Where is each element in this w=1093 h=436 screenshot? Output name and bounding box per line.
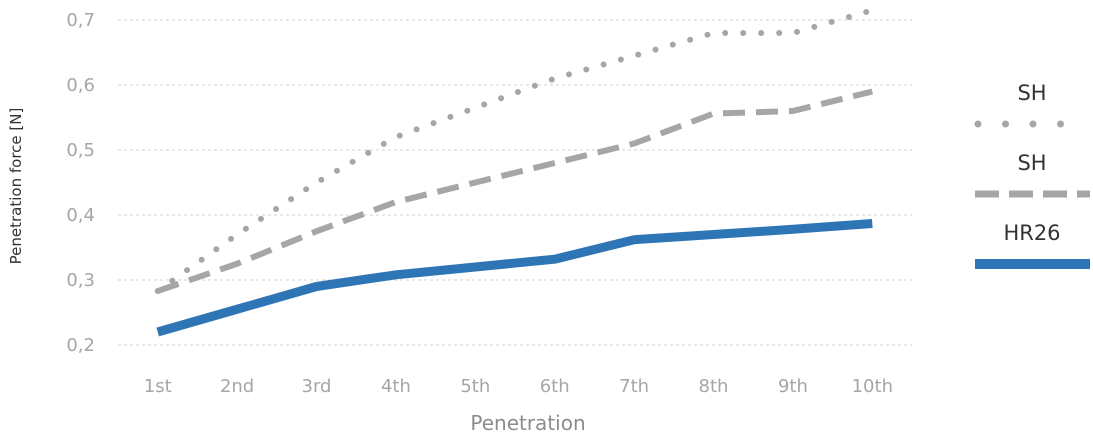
series-line-solid <box>156 218 873 337</box>
x-tick-label: 5th <box>460 376 490 397</box>
series-lines <box>154 7 876 337</box>
y-tick-label: 0,3 <box>66 270 95 291</box>
x-tick-label: 4th <box>381 376 411 397</box>
x-tick-label: 1st <box>144 376 172 397</box>
y-tick-label: 0,5 <box>66 140 95 161</box>
x-tick-label: 6th <box>540 376 570 397</box>
y-tick-label: 0,7 <box>66 10 95 31</box>
y-tick-label: 0,4 <box>66 205 95 226</box>
series-line-dotted <box>154 7 876 295</box>
x-tick-label: 7th <box>619 376 649 397</box>
gridlines <box>118 19 912 346</box>
legend-label: SH <box>1017 81 1046 105</box>
x-tick-label: 2nd <box>220 376 254 397</box>
y-tick-labels: 0,2 0,3 0,4 0,5 0,6 0,7 <box>66 10 95 356</box>
x-tick-label: 8th <box>699 376 729 397</box>
y-axis-title: Penetration force [N] <box>7 108 25 265</box>
x-axis-title: Penetration <box>470 411 585 435</box>
legend-label: HR26 <box>1003 221 1060 245</box>
x-tick-label: 3rd <box>302 376 332 397</box>
x-tick-label: 10th <box>852 376 893 397</box>
x-tick-label: 9th <box>778 376 808 397</box>
y-tick-label: 0,6 <box>66 75 95 96</box>
legend-label: SH <box>1017 151 1046 175</box>
legend: SH SH HR26 <box>974 81 1092 269</box>
x-tick-labels: 1st 2nd 3rd 4th 5th 6th 7th 8th 9th 10th <box>144 376 893 397</box>
series-line-dashed <box>156 88 874 294</box>
y-tick-label: 0,2 <box>66 335 95 356</box>
